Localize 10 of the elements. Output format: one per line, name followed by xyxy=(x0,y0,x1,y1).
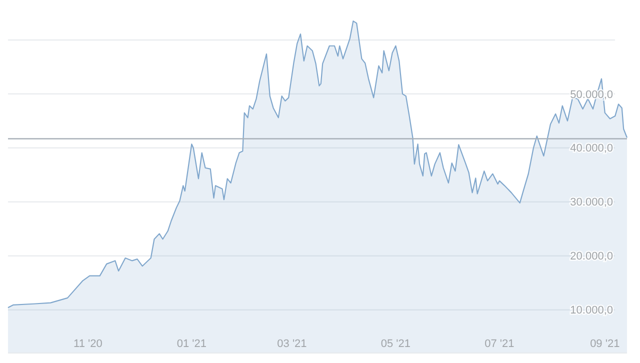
y-tick-label: 10.000,0 xyxy=(570,304,613,317)
x-tick-label: 09 '21 xyxy=(590,338,620,350)
x-tick-label: 11 '20 xyxy=(74,338,102,350)
x-tick-label: 03 '21 xyxy=(277,338,307,350)
x-tick-label: 01 '21 xyxy=(176,338,206,350)
x-tick-label: 07 '21 xyxy=(484,338,514,350)
y-tick-label: 40.000,0 xyxy=(570,142,613,155)
x-tick-label: 05 '21 xyxy=(380,338,411,350)
y-tick-label: 20.000,0 xyxy=(570,250,613,263)
y-tick-label: 30.000,0 xyxy=(570,196,613,209)
